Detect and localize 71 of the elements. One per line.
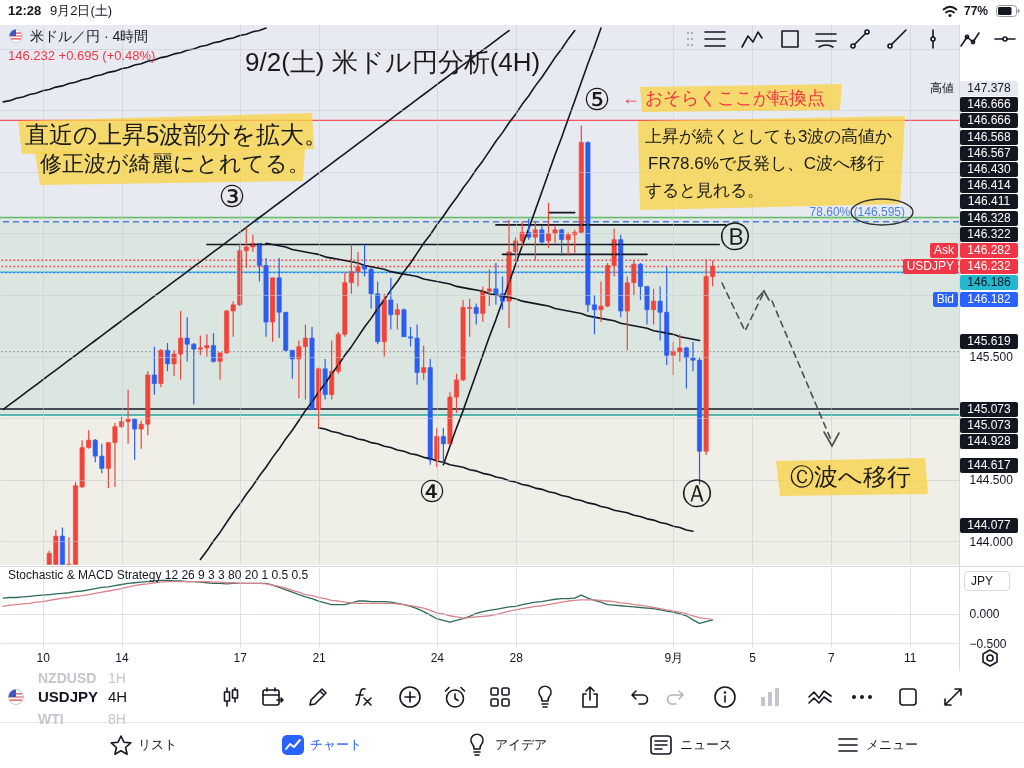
text: 146.430 <box>960 161 1018 177</box>
y-tick-label: 144.000 <box>969 534 1014 549</box>
text: JPY <box>964 571 1011 591</box>
text: 146.232 +0.695 (+0.48%) <box>8 48 156 64</box>
annotation: Ask <box>929 242 958 258</box>
text: 146.567 <box>960 145 1018 161</box>
text: 1H <box>108 669 126 687</box>
text: 146.666 <box>960 113 1018 129</box>
annotation: USDJPY <box>902 259 958 275</box>
annotation: 9/2(土) 米ドル円分析(4H) <box>245 46 541 78</box>
text: アイデア <box>495 737 547 753</box>
text: 12:28 <box>8 3 42 19</box>
text: リスト <box>138 737 177 753</box>
text: 147.378 <box>960 80 1018 96</box>
annotation: Ⓐ <box>682 476 712 512</box>
text: 145.073 <box>960 401 1018 417</box>
y-tick-label: 145.500 <box>969 350 1014 364</box>
x-tick-label: 7 <box>828 650 836 665</box>
x-tick-label: 24 <box>430 650 445 665</box>
x-tick-label: 14 <box>115 650 130 665</box>
text: 146.282 <box>960 242 1018 258</box>
x-tick-label: 11 <box>904 650 917 665</box>
text: 9月2日(土) <box>50 3 113 19</box>
chart-title: 米ドル／円 · 4時間 <box>30 27 149 45</box>
text: 146.322 <box>960 226 1018 242</box>
text: 146.182 <box>960 291 1018 307</box>
x-tick-label: 28 <box>509 650 524 665</box>
annotation: Ⓒ波へ移行 <box>790 461 911 491</box>
text: チャート <box>310 737 362 753</box>
text: 144.617 <box>960 457 1018 473</box>
annotation: ③ <box>218 179 246 215</box>
x-tick-label: 21 <box>312 650 327 665</box>
annotation: ④ <box>418 474 446 510</box>
x-tick-label: 5 <box>749 650 757 665</box>
text: 146.232 <box>960 259 1018 275</box>
x-tick-label: 17 <box>233 650 248 665</box>
x-tick-label: 9月 <box>664 650 684 665</box>
annotation: Bid <box>932 291 958 307</box>
text: 146.186 <box>960 275 1018 291</box>
text: 146.411 <box>960 194 1018 210</box>
text: ニュース <box>680 737 732 753</box>
annotation: ⑤ <box>583 82 611 118</box>
text: 144.928 <box>960 433 1018 449</box>
text: 146.414 <box>960 178 1018 194</box>
text: 4H <box>108 688 128 706</box>
ref-line-label: 78.60% (146.595) <box>809 204 905 219</box>
text: 146.328 <box>960 210 1018 226</box>
annotation: 直近の上昇5波部分を拡大。 <box>25 119 329 149</box>
text: 146.568 <box>960 129 1018 145</box>
y-tick-label: 144.500 <box>969 473 1014 488</box>
text: 8H <box>108 710 126 728</box>
text: 145.619 <box>960 334 1018 350</box>
text: メニュー <box>866 737 918 753</box>
x-tick-label: 10 <box>36 650 51 665</box>
annotation: 上昇が続くとしても3波の高値か <box>645 127 893 147</box>
text: 146.666 <box>960 97 1018 113</box>
annotation: ← おそらくここが転換点 <box>622 87 826 109</box>
y-tick-label: 0.000 <box>969 607 1000 622</box>
text: USDJPY <box>38 688 99 706</box>
annotation: すると見れる。 <box>645 181 764 201</box>
annotation: 修正波が綺麗にとれてる。 <box>40 151 310 177</box>
text: 144.077 <box>960 517 1018 533</box>
text: NZDUSD <box>38 669 97 687</box>
annotation: 高値 <box>926 80 958 96</box>
text: 77% <box>964 4 989 18</box>
chart-title: Stochastic & MACD Strategy 12 26 9 3 3 80 20 1 0.5 0.5 <box>8 568 309 582</box>
y-tick-label: −0.500 <box>969 636 1007 651</box>
text: WTI <box>38 710 64 728</box>
text: 145.073 <box>960 417 1018 433</box>
annotation: Ⓑ <box>720 219 750 255</box>
annotation: FR78.6%で反発し、C波へ移行 <box>648 154 885 174</box>
